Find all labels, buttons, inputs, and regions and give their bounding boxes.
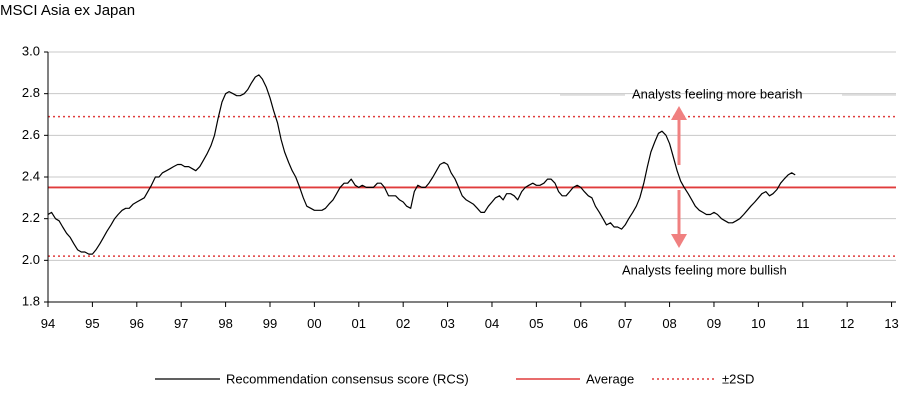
series-line-rcs [48, 74, 796, 255]
x-axis-ticks: 94 95 96 97 98 99 00 01 02 03 04 05 06 07 08 09 10 11 12 13 [41, 302, 899, 331]
y-axis-ticks: 1.8 2.0 2.2 2.4 2.6 2.8 3.0 [22, 43, 48, 308]
y-tick-label-4: 2.6 [22, 127, 40, 142]
x-tick-label-15: 09 [707, 316, 721, 331]
legend-label-band: ±2SD [722, 371, 754, 386]
x-tick-label-9: 03 [440, 316, 454, 331]
x-tick-label-1: 95 [85, 316, 99, 331]
x-tick-label-6: 00 [307, 316, 321, 331]
chart-title: MSCI Asia ex Japan [0, 2, 136, 19]
series-layer [48, 74, 796, 255]
x-tick-label-8: 02 [396, 316, 410, 331]
y-tick-label-3: 2.4 [22, 168, 40, 183]
legend: Recommendation consensus score (RCS) Ave… [155, 371, 754, 386]
legend-label-rcs: Recommendation consensus score (RCS) [226, 371, 469, 386]
x-tick-label-7: 01 [352, 316, 366, 331]
x-tick-label-18: 12 [840, 316, 854, 331]
annotation-bearish: Analysts feeling more bearish [632, 86, 803, 101]
x-tick-label-2: 96 [130, 316, 144, 331]
x-tick-label-14: 08 [662, 316, 676, 331]
x-tick-label-19: 13 [884, 316, 898, 331]
x-tick-label-3: 97 [174, 316, 188, 331]
sd-band-lines [48, 115, 896, 257]
y-tick-label-1: 2.0 [22, 252, 40, 267]
y-tick-label-6: 3.0 [22, 43, 40, 58]
x-tick-label-17: 11 [796, 316, 810, 331]
x-tick-label-4: 98 [218, 316, 232, 331]
legend-label-average: Average [586, 371, 634, 386]
x-tick-label-13: 07 [618, 316, 632, 331]
y-tick-label-0: 1.8 [22, 293, 40, 308]
annotation-bullish: Analysts feeling more bullish [622, 262, 787, 277]
x-tick-label-11: 05 [529, 316, 543, 331]
x-tick-label-12: 06 [574, 316, 588, 331]
arrow-down [671, 190, 687, 248]
arrow-up [671, 106, 687, 165]
grid-lines [48, 51, 896, 261]
x-tick-label-16: 10 [751, 316, 765, 331]
y-tick-label-2: 2.2 [22, 210, 40, 225]
x-tick-label-5: 99 [263, 316, 277, 331]
y-tick-label-5: 2.8 [22, 85, 40, 100]
x-tick-label-10: 04 [485, 316, 499, 331]
axes [47, 52, 896, 303]
x-tick-label-0: 94 [41, 316, 55, 331]
